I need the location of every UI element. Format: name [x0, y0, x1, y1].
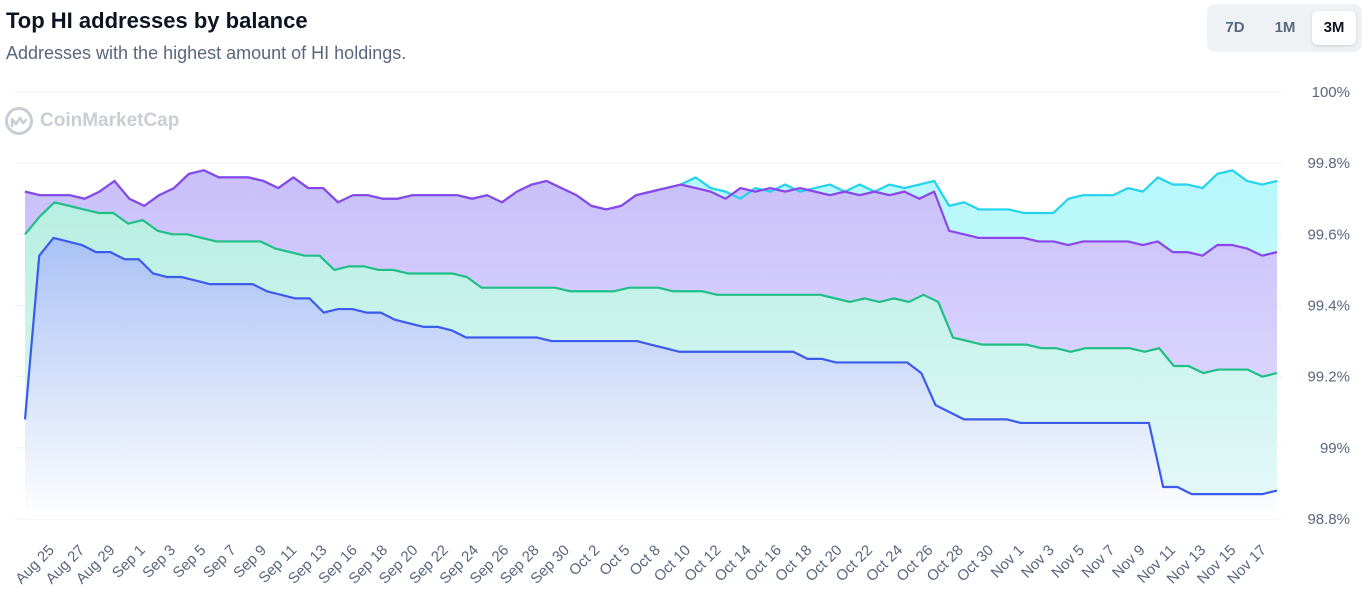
range-1m-button[interactable]: 1M	[1274, 19, 1296, 36]
x-tick-label: Oct 5	[596, 542, 633, 579]
y-tick-label: 100%	[1312, 84, 1350, 101]
coinmarketcap-logo-icon	[5, 107, 33, 135]
series-area-4	[25, 237, 1277, 519]
x-tick-label: Nov 5	[1048, 542, 1088, 582]
y-tick-label: 99.6%	[1307, 226, 1350, 243]
time-range-selector: 7D 1M 3M	[1207, 4, 1362, 52]
watermark-text: CoinMarketCap	[40, 110, 180, 131]
x-tick-label: Sep 1	[109, 542, 149, 582]
x-tick-label: Sep 7	[200, 542, 240, 582]
x-tick-label: Oct 2	[566, 542, 603, 579]
chart-title: Top HI addresses by balance	[6, 8, 308, 33]
x-tick-label: Sep 5	[170, 542, 210, 582]
series-line-3	[24, 201, 1278, 378]
y-tick-label: 99.8%	[1307, 155, 1350, 172]
y-tick-label: 99.4%	[1307, 298, 1350, 315]
x-tick-label: Nov 3	[1018, 542, 1058, 582]
chart-subtitle: Addresses with the highest amount of HI …	[6, 43, 407, 63]
series-line-2	[24, 169, 1278, 257]
x-tick-label: Nov 7	[1079, 542, 1119, 582]
series-lines	[23, 169, 1278, 496]
series-line-4	[23, 236, 1278, 496]
y-axis: 98.8% 99% 99.2% 99.4% 99.6% 99.8% 100%	[1307, 84, 1350, 528]
range-3m-button[interactable]: 3M	[1312, 11, 1356, 45]
x-tick-label: Nov 1	[988, 542, 1028, 582]
range-7d-button[interactable]: 7D	[1225, 19, 1245, 36]
y-tick-label: 98.8%	[1307, 511, 1350, 528]
watermark: CoinMarketCap	[4, 106, 179, 136]
y-tick-label: 99%	[1320, 440, 1350, 457]
x-tick-label: Sep 3	[139, 542, 179, 582]
y-tick-label: 99.2%	[1307, 369, 1350, 386]
